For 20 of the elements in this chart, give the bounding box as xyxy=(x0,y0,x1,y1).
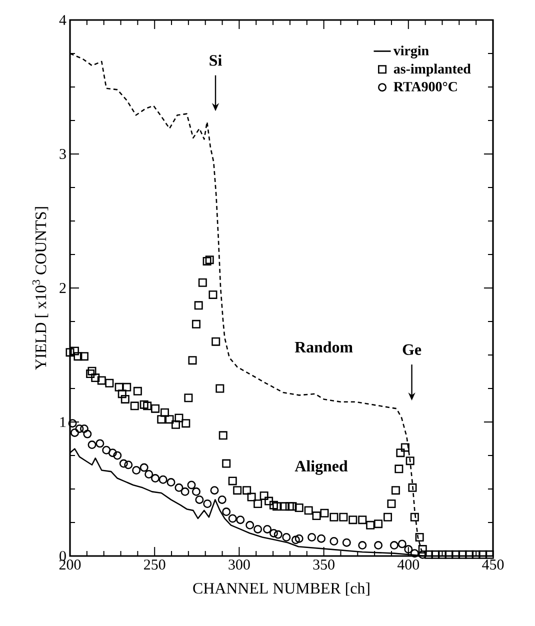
x-tick-label: 250 xyxy=(144,560,166,570)
x-tick-label: 400 xyxy=(397,560,420,570)
y-axis-title: YIELD [ x10$^{3}$ COUNTS] xyxy=(32,207,48,370)
y-tick-label: 1 xyxy=(60,417,66,427)
annotation: Si xyxy=(210,54,222,66)
annotation: Aligned xyxy=(294,460,348,475)
y-tick-label: 2 xyxy=(60,283,66,293)
annotation: Ge xyxy=(402,344,422,355)
x-axis-title: CHANNEL NUMBER [ch] xyxy=(193,582,370,596)
legend-label: RTA900°C xyxy=(394,82,457,92)
x-tick-label: 200 xyxy=(59,560,81,570)
annotation: Random xyxy=(294,341,353,353)
y-tick-label: 0 xyxy=(60,550,66,562)
y-tick-label: 4 xyxy=(59,15,66,25)
y-tick-label: 3 xyxy=(60,148,66,160)
x-tick-label: 300 xyxy=(228,560,250,570)
legend-label: as-implanted xyxy=(394,64,471,76)
legend-label: virgin xyxy=(393,46,429,58)
x-tick-label: 350 xyxy=(313,560,334,570)
x-tick-label: 450 xyxy=(482,560,504,570)
